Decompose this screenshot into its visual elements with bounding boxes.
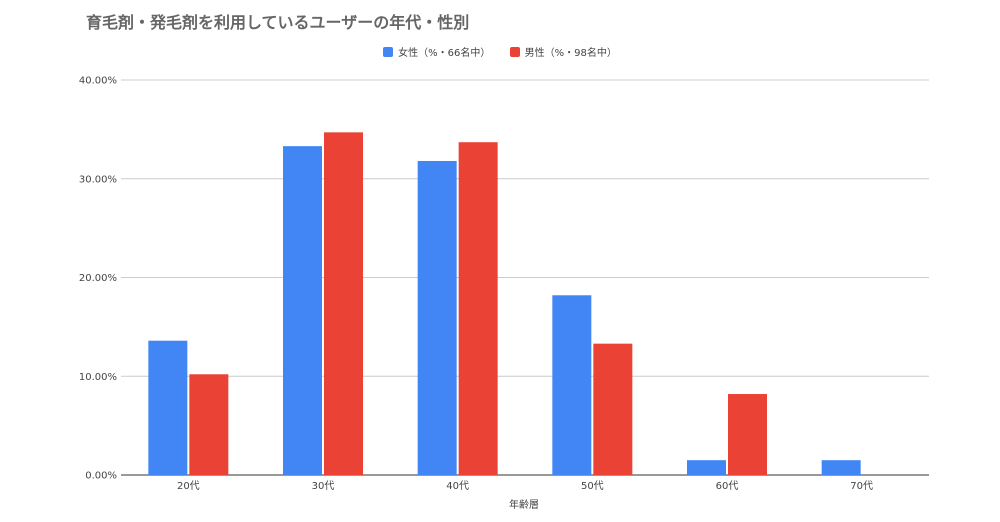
legend: 女性（%・66名中） 男性（%・98名中） bbox=[0, 44, 1000, 59]
bar-female-60代 bbox=[687, 460, 726, 475]
bar-female-30代 bbox=[283, 146, 322, 475]
x-tick-label: 20代 bbox=[177, 480, 200, 492]
legend-swatch-female bbox=[383, 47, 394, 57]
gridlines bbox=[121, 79, 929, 476]
legend-swatch-male bbox=[509, 47, 520, 57]
bars bbox=[148, 132, 861, 475]
bar-female-50代 bbox=[552, 295, 592, 475]
bar-male-40代 bbox=[458, 142, 498, 475]
y-tick-label: 30.00% bbox=[79, 174, 117, 185]
x-tick-label: 30代 bbox=[312, 480, 335, 492]
bar-female-40代 bbox=[417, 160, 457, 475]
x-tick-label: 50代 bbox=[581, 480, 604, 492]
legend-label-male: 男性（%・98名中） bbox=[524, 48, 617, 59]
x-tick-label: 60代 bbox=[716, 480, 739, 492]
bar-male-50代 bbox=[593, 343, 633, 475]
bar-male-60代 bbox=[728, 394, 767, 475]
y-axis-ticks: 0.00% 10.00% 20.00% 30.00% 40.00% bbox=[79, 76, 117, 482]
legend-item-male: 男性（%・98名中） bbox=[509, 44, 617, 59]
bar-male-30代 bbox=[324, 132, 363, 475]
bar-male-20代 bbox=[189, 374, 229, 475]
bar-female-20代 bbox=[148, 340, 188, 475]
chart-title: 育毛剤・発毛剤を利用しているユーザーの年代・性別 bbox=[86, 13, 470, 32]
x-axis-label: 年齢層 bbox=[509, 498, 539, 511]
bar-female-70代 bbox=[821, 460, 861, 475]
x-tick-label: 40代 bbox=[446, 480, 469, 492]
y-tick-label: 0.00% bbox=[85, 471, 117, 482]
legend-label-female: 女性（%・66名中） bbox=[398, 48, 491, 59]
y-tick-label: 10.00% bbox=[79, 372, 117, 383]
x-tick-label: 70代 bbox=[850, 480, 873, 492]
x-axis-ticks: 20代 30代 40代 50代 60代 70代 bbox=[177, 480, 873, 492]
legend-item-female: 女性（%・66名中） bbox=[383, 44, 490, 59]
y-tick-label: 40.00% bbox=[79, 76, 117, 87]
y-tick-label: 20.00% bbox=[79, 273, 117, 284]
